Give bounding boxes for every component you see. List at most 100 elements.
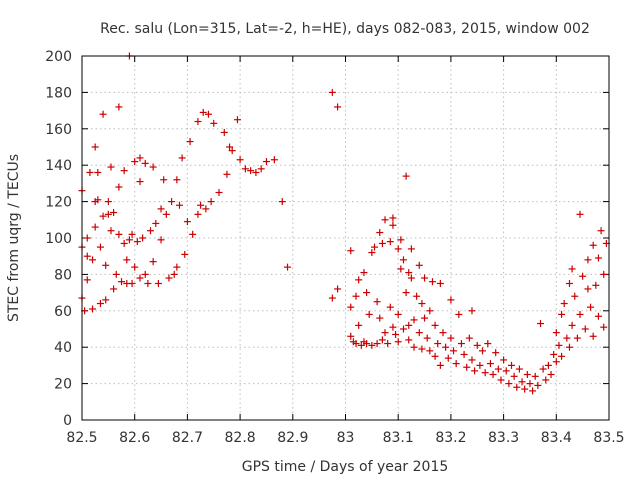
data-point: [168, 198, 176, 206]
data-point: [529, 387, 537, 395]
data-point: [555, 341, 563, 349]
data-point: [363, 289, 371, 297]
data-point: [152, 219, 160, 227]
data-point: [120, 167, 128, 175]
data-point: [94, 168, 102, 176]
data-point: [102, 261, 110, 269]
data-point: [523, 371, 531, 378]
data-point: [539, 365, 547, 373]
x-axis-label: GPS time / Days of year 2015: [242, 459, 449, 475]
y-axis-label: STEC from uqrg / TECUs: [6, 154, 22, 322]
data-point: [457, 340, 465, 348]
data-point: [352, 292, 360, 300]
data-point: [170, 270, 178, 278]
data-point: [376, 314, 384, 322]
x-tick-label: 82.6: [119, 430, 150, 446]
data-point: [600, 323, 608, 331]
data-point: [83, 276, 91, 284]
data-point: [173, 176, 181, 184]
data-point: [576, 210, 584, 218]
data-point: [473, 341, 481, 349]
data-point: [247, 167, 255, 175]
x-tick-label: 83.4: [541, 430, 572, 446]
data-point: [573, 334, 581, 342]
data-point: [421, 274, 429, 282]
data-point: [270, 156, 278, 164]
data-point: [102, 296, 110, 304]
x-tick-label: 83.1: [383, 430, 414, 446]
data-point: [394, 245, 402, 253]
data-point: [502, 367, 510, 375]
data-point: [510, 372, 518, 380]
data-point: [99, 110, 107, 118]
data-point: [363, 340, 371, 348]
data-point: [589, 241, 597, 249]
data-point: [91, 143, 99, 151]
data-point: [328, 294, 336, 302]
x-tick-label: 82.5: [66, 430, 97, 446]
data-point: [257, 165, 265, 173]
data-point: [550, 350, 558, 358]
data-point: [560, 300, 568, 308]
data-point: [558, 310, 566, 318]
x-tick-label: 82.7: [172, 430, 203, 446]
data-point: [468, 356, 476, 364]
data-point: [594, 254, 602, 262]
data-point: [579, 272, 587, 280]
data-point: [526, 380, 534, 388]
data-point: [415, 261, 423, 269]
data-point: [347, 303, 355, 311]
data-point: [450, 347, 458, 355]
data-point: [436, 280, 444, 287]
data-point: [563, 334, 571, 342]
data-point: [386, 303, 394, 311]
data-point: [589, 332, 597, 340]
data-point: [492, 349, 500, 357]
data-point: [447, 296, 455, 304]
data-point: [365, 310, 373, 318]
data-point: [278, 198, 286, 206]
data-point: [136, 274, 144, 282]
x-tick-label: 82.9: [277, 430, 308, 446]
data-point: [347, 247, 355, 255]
x-tick-label: 83.5: [593, 430, 624, 446]
data-point: [584, 285, 592, 293]
data-point: [141, 159, 149, 167]
data-point: [83, 234, 91, 242]
y-tick-label: 160: [45, 122, 72, 138]
data-point: [131, 158, 139, 166]
data-point: [600, 270, 608, 278]
data-point: [110, 209, 118, 217]
data-point: [431, 321, 439, 329]
data-point: [471, 367, 479, 375]
data-point: [173, 263, 181, 271]
y-tick-label: 0: [63, 413, 72, 429]
data-point: [426, 307, 434, 315]
data-point: [505, 380, 513, 388]
data-point: [107, 163, 115, 171]
tick-labels: 82.5 82.6 82.7 82.8 82.9 83 83.1 83.2 83.3 83.4 83…: [45, 49, 624, 446]
data-point: [447, 334, 455, 342]
data-point: [565, 343, 573, 351]
data-point: [96, 243, 104, 251]
data-point: [594, 312, 602, 320]
data-point: [402, 289, 410, 297]
data-point: [389, 221, 397, 229]
x-tick-label: 83.2: [435, 430, 466, 446]
y-tick-label: 20: [54, 377, 72, 393]
data-point: [376, 229, 384, 237]
data-point: [125, 236, 133, 244]
data-point: [531, 372, 539, 380]
data-point: [128, 280, 136, 287]
data-point: [241, 165, 249, 173]
data-point: [381, 216, 389, 224]
data-point: [384, 340, 392, 348]
data-point: [558, 352, 566, 360]
data-point: [378, 336, 386, 344]
data-point: [481, 369, 489, 377]
y-tick-label: 100: [45, 231, 72, 247]
data-point: [389, 323, 397, 331]
data-point: [455, 310, 463, 318]
data-point: [423, 334, 431, 342]
data-point: [136, 178, 144, 186]
